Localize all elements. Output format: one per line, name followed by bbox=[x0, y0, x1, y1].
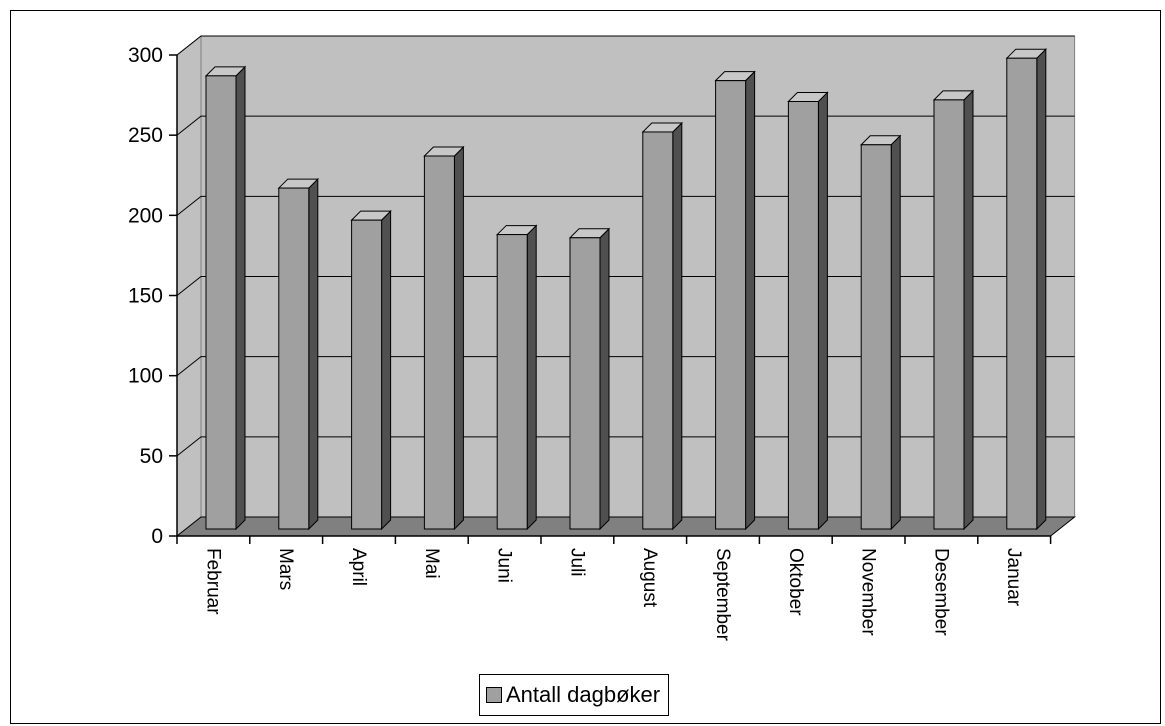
bar-side bbox=[745, 70, 756, 531]
x-tick-label: August bbox=[639, 548, 660, 608]
bar bbox=[787, 100, 819, 530]
y-tick-label: 50 bbox=[140, 445, 163, 468]
bar bbox=[569, 237, 601, 530]
bar-side bbox=[672, 121, 683, 531]
bar-side bbox=[817, 91, 828, 531]
x-tick-label: Juli bbox=[566, 548, 587, 577]
x-tick-label: Mars bbox=[275, 548, 296, 590]
bar-side bbox=[453, 145, 464, 531]
y-tick-label: 0 bbox=[151, 525, 163, 548]
gridline bbox=[176, 276, 1075, 296]
x-tick-label: Mai bbox=[421, 548, 442, 579]
gridline bbox=[176, 436, 1075, 457]
bar bbox=[642, 131, 674, 530]
bar-side bbox=[963, 89, 974, 531]
bar bbox=[933, 99, 965, 530]
y-tick-label: 250 bbox=[128, 124, 163, 147]
bar bbox=[205, 75, 237, 530]
y-tick-label: 200 bbox=[128, 204, 163, 227]
bar bbox=[351, 219, 383, 530]
bar bbox=[715, 80, 747, 530]
bar bbox=[860, 144, 892, 530]
legend-label: Antall dagbøker bbox=[506, 682, 661, 707]
gridline bbox=[176, 195, 1075, 216]
bar-side bbox=[890, 134, 901, 531]
x-tick-label: Desember bbox=[930, 548, 951, 636]
x-tick-label: April bbox=[348, 548, 369, 586]
y-tick-label: 150 bbox=[128, 285, 163, 308]
y-tick-label: 100 bbox=[128, 365, 163, 388]
gridline bbox=[176, 115, 1075, 136]
bar bbox=[1006, 57, 1038, 530]
gridline bbox=[176, 356, 1075, 377]
x-tick-label: September bbox=[712, 548, 733, 642]
x-tick-label: Februar bbox=[202, 548, 223, 615]
legend: Antall dagbøker bbox=[479, 674, 670, 716]
bar-side bbox=[526, 224, 537, 531]
legend-swatch bbox=[486, 687, 502, 703]
x-tick-label: Januar bbox=[1003, 548, 1024, 607]
bar-side bbox=[308, 177, 319, 531]
bar bbox=[423, 155, 455, 530]
x-tick-label: Juni bbox=[494, 548, 515, 583]
x-tick-label: Oktober bbox=[785, 548, 806, 616]
gridline bbox=[176, 35, 1075, 56]
bar bbox=[278, 187, 310, 530]
bar-side bbox=[599, 227, 610, 531]
bar-side bbox=[1036, 47, 1047, 531]
bar bbox=[496, 234, 528, 530]
y-tick-label: 300 bbox=[128, 44, 163, 67]
bar-side bbox=[235, 65, 246, 531]
x-tick-label: November bbox=[858, 548, 879, 636]
bar-side bbox=[381, 209, 392, 531]
